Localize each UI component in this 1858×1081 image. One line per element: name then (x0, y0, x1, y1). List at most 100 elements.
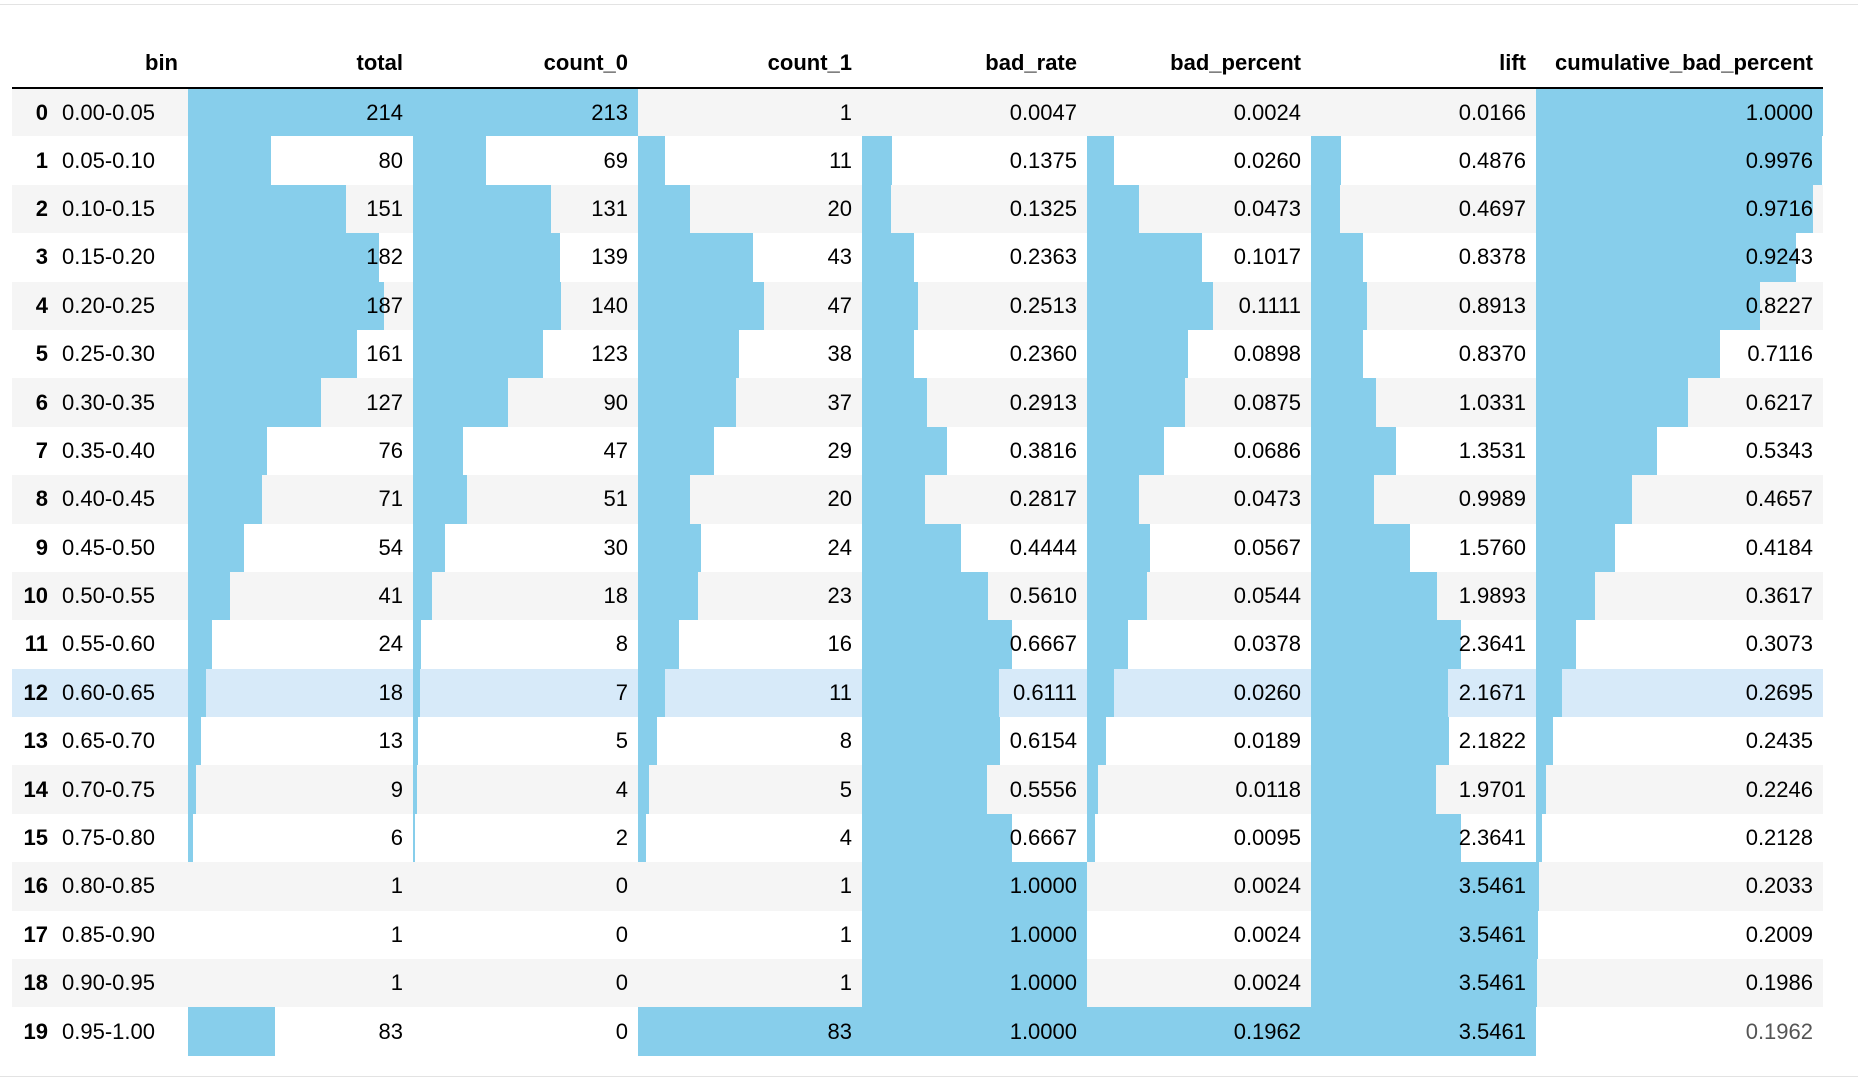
cell-value: 0.0024 (1233, 873, 1301, 899)
bad-rate-cell: 0.4444 (862, 523, 1087, 572)
total-cell: 127 (188, 378, 413, 427)
total-cell: 1 (188, 959, 413, 1007)
bottom-divider (0, 1076, 1858, 1077)
bad-percent-cell: 0.0473 (1087, 475, 1311, 524)
cell-value: 1.0331 (1458, 389, 1526, 415)
bad-rate-cell: 0.6111 (862, 668, 1087, 718)
data-bar (1536, 136, 1823, 185)
data-bar (1536, 620, 1576, 669)
cumulative-bad-percent-cell: 0.7116 (1536, 329, 1823, 379)
data-bar (638, 136, 666, 185)
cumulative-bad-percent-cell: 0.2009 (1536, 910, 1823, 960)
cell-value: 0.2513 (1009, 292, 1077, 318)
cell-value: 13 (378, 728, 403, 754)
lift-cell: 0.8913 (1311, 281, 1536, 330)
count-0-cell: 30 (413, 523, 638, 572)
cell-value: 18 (378, 679, 403, 705)
cumulative-bad-percent-cell: 0.4657 (1536, 475, 1823, 524)
cell-value: 0.0567 (1233, 534, 1301, 560)
lift-cell: 0.9989 (1311, 475, 1536, 524)
cell-value: 0.0378 (1233, 631, 1301, 657)
data-bar (1087, 571, 1148, 621)
bad-rate-cell: 0.6667 (862, 813, 1087, 863)
cell-value: 51 (603, 486, 628, 512)
column-header-bin[interactable]: bin (54, 38, 188, 89)
lift-cell: 2.1822 (1311, 717, 1536, 766)
data-bar (638, 329, 740, 379)
column-header-bad-percent[interactable]: bad_percent (1087, 38, 1311, 89)
cumulative-bad-percent-cell: 0.6217 (1536, 378, 1823, 427)
count-0-cell: 131 (413, 184, 638, 234)
cell-value: 83 (827, 1018, 852, 1044)
bin-cell: 0.95-1.00 (62, 1018, 155, 1044)
cell-value: 139 (591, 244, 628, 270)
table-row: 1 0.05-0.10 80 69 11 0.1375 0.0260 0.4876 0.9976 (12, 136, 1823, 185)
column-header-lift[interactable]: lift (1311, 38, 1536, 89)
cell-value: 0.2360 (1009, 341, 1077, 367)
bad-rate-cell: 0.3816 (862, 426, 1087, 476)
column-header-cumulative-bad-percent[interactable]: cumulative_bad_percent (1536, 38, 1823, 89)
cell-value: 0.2695 (1745, 679, 1813, 705)
cell-value: 0.0473 (1233, 486, 1301, 512)
column-header-count-1[interactable]: count_1 (638, 38, 862, 89)
total-cell: 1 (188, 911, 413, 959)
cell-value: 3.5461 (1458, 921, 1526, 947)
cell-value: 29 (827, 437, 852, 463)
data-bar (638, 813, 647, 863)
cell-value: 0.2363 (1009, 244, 1077, 270)
bin-cell: 0.40-0.45 (62, 486, 155, 512)
count-0-cell: 2 (413, 813, 638, 863)
data-bar (1087, 620, 1128, 669)
data-bar (1311, 378, 1376, 427)
cell-value: 0.0047 (1009, 99, 1077, 125)
total-cell: 187 (188, 281, 413, 330)
row-index: 9 (35, 534, 48, 560)
bad-percent-cell: 0.1017 (1087, 233, 1311, 282)
count-0-cell: 0 (413, 959, 638, 1007)
data-bar (1536, 668, 1563, 718)
count-1-cell: 43 (638, 233, 862, 282)
column-header-total[interactable]: total (188, 38, 413, 89)
cell-value: 11 (829, 147, 852, 173)
cell-value: 0.4876 (1458, 147, 1526, 173)
cell-value: 1.0000 (1009, 921, 1077, 947)
bad-rate-cell: 0.6667 (862, 620, 1087, 669)
cell-value: 0.0118 (1235, 776, 1301, 802)
cell-value: 0.0166 (1458, 99, 1526, 125)
row-index: 8 (35, 486, 48, 512)
data-bar (188, 378, 322, 427)
data-bar (413, 184, 552, 234)
cell-value: 1 (839, 99, 852, 125)
lift-cell: 1.9893 (1311, 571, 1536, 621)
cell-value: 0.4697 (1458, 195, 1526, 221)
total-cell: 182 (188, 233, 413, 282)
bin-cell: 0.75-0.80 (62, 825, 155, 851)
cell-value: 11 (829, 679, 852, 705)
top-divider (0, 4, 1858, 5)
table-row: 5 0.25-0.30 161 123 38 0.2360 0.0898 0.8370 0.71… (12, 329, 1823, 379)
data-bar (862, 862, 1087, 911)
count-1-cell: 23 (638, 571, 862, 621)
cell-value: 0.2009 (1745, 921, 1813, 947)
total-cell: 18 (188, 668, 413, 718)
cell-value: 0.5556 (1009, 776, 1077, 802)
data-bar (1536, 959, 1537, 1008)
cell-value: 1 (390, 873, 403, 899)
column-header-bad-rate[interactable]: bad_rate (862, 38, 1087, 89)
row-index: 10 (23, 583, 48, 609)
total-cell: 41 (188, 571, 413, 621)
cell-value: 2.3641 (1458, 631, 1526, 657)
lift-cell: 3.5461 (1311, 1007, 1536, 1056)
cell-value: 0.1375 (1009, 147, 1077, 173)
data-bar (1311, 426, 1397, 476)
table-row: 18 0.90-0.95 1 0 1 1.0000 0.0024 3.5461 0.1986 (12, 959, 1823, 1008)
cell-value: 1 (390, 970, 403, 996)
column-header-count-0[interactable]: count_0 (413, 38, 638, 89)
data-bar (862, 620, 1012, 669)
data-bar (862, 378, 927, 427)
data-bar (1311, 233, 1364, 282)
bin-cell: 0.30-0.35 (62, 389, 155, 415)
lift-cell: 0.8370 (1311, 329, 1536, 379)
data-bar (413, 329, 543, 379)
cell-value: 7 (615, 679, 628, 705)
